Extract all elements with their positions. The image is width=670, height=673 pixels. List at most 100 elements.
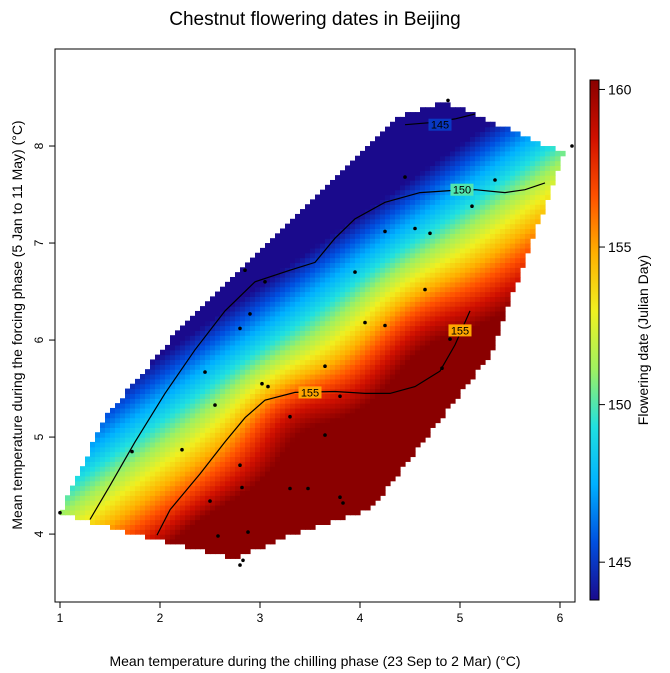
heatmap-cell [455, 291, 461, 297]
heatmap-cell [340, 296, 346, 302]
heatmap-cell [90, 514, 96, 521]
heatmap-cell [405, 407, 411, 414]
heatmap-cell [165, 427, 171, 433]
heatmap-cell [235, 534, 241, 540]
heatmap-cell [410, 437, 416, 443]
heatmap-cell [255, 534, 261, 540]
heatmap-cell [355, 301, 361, 307]
heatmap-cell [295, 272, 301, 278]
heatmap-cell [375, 213, 381, 220]
heatmap-cell [275, 519, 281, 525]
heatmap-cell [490, 267, 496, 273]
heatmap-cell [435, 344, 441, 351]
heatmap-cell [480, 155, 486, 162]
heatmap-cell [270, 378, 276, 385]
heatmap-cell [160, 529, 166, 535]
heatmap-cell [320, 364, 326, 370]
heatmap-cell [200, 398, 206, 404]
heatmap-cell [300, 378, 306, 385]
heatmap-cell [375, 179, 381, 186]
heatmap-cell [190, 514, 196, 521]
heatmap-cell [385, 388, 391, 395]
heatmap-cell [255, 514, 261, 521]
heatmap-cell [315, 378, 321, 385]
heatmap-cell [280, 369, 286, 375]
heatmap-cell [235, 354, 241, 361]
heatmap-cell [335, 480, 341, 487]
heatmap-cell [270, 441, 276, 448]
heatmap-cell [400, 204, 406, 210]
heatmap-cell [490, 160, 496, 167]
heatmap-cell [405, 310, 411, 317]
heatmap-cell [425, 340, 431, 346]
heatmap-cell [465, 238, 471, 244]
heatmap-cell [360, 238, 366, 244]
heatmap-cell [430, 422, 436, 428]
heatmap-cell [315, 369, 321, 375]
heatmap-cell [505, 223, 511, 230]
heatmap-cell [470, 344, 476, 351]
heatmap-cell [300, 446, 306, 453]
heatmap-cell [305, 451, 311, 458]
heatmap-cell [160, 354, 166, 361]
heatmap-cell [355, 461, 361, 467]
heatmap-cell [430, 131, 436, 137]
heatmap-cell [515, 267, 521, 273]
heatmap-cell [335, 504, 341, 511]
heatmap-cell [195, 340, 201, 346]
heatmap-cell [235, 543, 241, 550]
heatmap-cell [180, 490, 186, 496]
heatmap-cell [430, 155, 436, 162]
data-point [570, 144, 574, 148]
heatmap-cell [255, 320, 261, 327]
heatmap-cell [170, 504, 176, 511]
heatmap-cell [380, 218, 386, 225]
heatmap-cell [110, 441, 116, 448]
heatmap-cell [480, 204, 486, 210]
heatmap-cell [395, 272, 401, 278]
heatmap-cell [110, 524, 116, 530]
heatmap-cell [400, 126, 406, 133]
heatmap-cell [140, 432, 146, 438]
heatmap-cell [280, 228, 286, 234]
heatmap-cell [435, 136, 441, 142]
heatmap-cell [240, 446, 246, 453]
heatmap-cell [465, 306, 471, 312]
heatmap-cell [275, 485, 281, 492]
heatmap-cell [240, 543, 246, 550]
heatmap-cell [515, 218, 521, 225]
heatmap-cell [90, 471, 96, 477]
heatmap-cell [325, 257, 331, 264]
heatmap-cell [470, 126, 476, 133]
heatmap-cell [390, 247, 396, 254]
heatmap-cell [215, 538, 221, 545]
heatmap-cell [380, 490, 386, 496]
heatmap-cell [415, 189, 421, 196]
heatmap-cell [345, 504, 351, 511]
heatmap-cell [460, 218, 466, 225]
heatmap-cell [350, 480, 356, 487]
heatmap-cell [245, 398, 251, 404]
heatmap-cell [285, 344, 291, 351]
heatmap-cell [180, 475, 186, 482]
heatmap-cell [195, 466, 201, 472]
heatmap-cell [445, 340, 451, 346]
heatmap-cell [430, 262, 436, 268]
heatmap-cell [140, 524, 146, 530]
heatmap-cell [290, 374, 296, 380]
heatmap-cell [365, 165, 371, 171]
heatmap-cell [415, 160, 421, 167]
heatmap-cell [90, 495, 96, 501]
heatmap-cell [260, 325, 266, 331]
heatmap-cell [315, 213, 321, 220]
heatmap-cell [295, 529, 301, 535]
heatmap-cell [420, 262, 426, 268]
heatmap-cell [185, 543, 191, 550]
heatmap-cell [410, 296, 416, 302]
heatmap-cell [395, 466, 401, 472]
heatmap-cell [275, 471, 281, 477]
heatmap-cell [460, 286, 466, 293]
heatmap-cell [290, 228, 296, 234]
heatmap-cell [275, 495, 281, 501]
heatmap-cell [310, 209, 316, 215]
